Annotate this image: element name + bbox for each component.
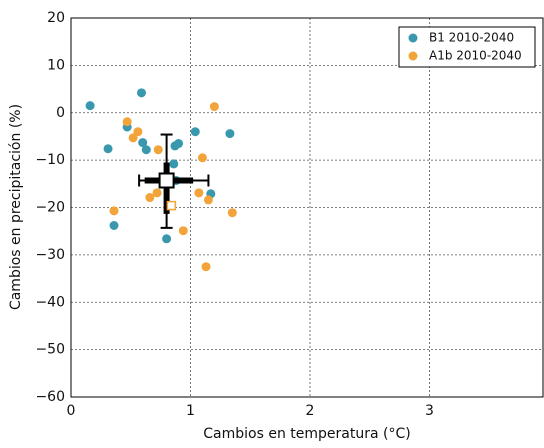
y-tick-label: −40 [35,294,65,310]
point [128,133,138,143]
point [133,127,143,137]
point [174,139,184,149]
x-tick-label: 1 [186,403,195,419]
point [190,127,200,137]
legend-marker [408,51,418,61]
point [162,234,172,244]
y-tick-label: 0 [56,105,65,121]
point [203,195,213,205]
legend-label: A1b 2010-2040 [429,49,522,63]
y-tick-label: −60 [35,389,65,405]
y-tick-label: −30 [35,247,65,263]
point [209,102,219,112]
plot-frame [70,17,544,398]
y-tick-label: −10 [35,152,65,168]
y-tick-label: 20 [47,10,65,26]
point [85,101,95,111]
x-tick-label: 0 [67,403,76,419]
point [103,144,113,154]
x-tick-label: 3 [425,403,434,419]
x-tick-label: 2 [306,403,315,419]
mean-marker [158,172,175,189]
y-axis-label: Cambios en precipitación (%) [8,104,24,310]
legend-marker [408,33,418,43]
point [141,145,151,155]
legend-box [398,26,536,68]
point [109,221,119,231]
y-tick-label: −20 [35,200,65,216]
y-tick-label: −50 [35,342,65,358]
x-axis-label: Cambios en temperatura (°C) [203,426,410,442]
point [169,159,179,169]
y-tick-label: 10 [47,57,65,73]
legend-label: B1 2010-2040 [429,31,514,45]
point [227,208,237,218]
point [138,138,148,148]
point [145,193,155,203]
point [197,153,207,163]
point [152,188,162,198]
point [137,88,147,98]
point [153,145,163,155]
mean-marker [166,200,177,211]
point [122,117,132,127]
point [178,226,188,236]
point [194,188,204,198]
point [109,206,119,216]
point [225,129,235,139]
point [201,262,211,272]
